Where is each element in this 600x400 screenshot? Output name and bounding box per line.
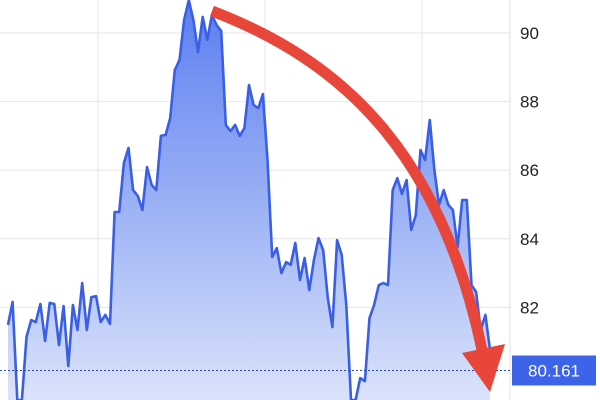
y-axis-ticks: 82 84 86 88 90 (520, 24, 539, 317)
red-downward-curved-arrow-icon (210, 5, 505, 392)
y-tick-label: 84 (520, 230, 539, 249)
y-tick-label: 90 (520, 24, 539, 43)
y-tick-label: 88 (520, 93, 539, 112)
series-line (6, 0, 492, 400)
series-area-fill (8, 0, 490, 400)
last-value-label: 80.161 (512, 355, 596, 386)
y-tick-label: 82 (520, 298, 539, 317)
last-value-text: 80.161 (528, 361, 580, 380)
last-value-badge (512, 355, 596, 386)
y-tick-label: 86 (520, 161, 539, 180)
